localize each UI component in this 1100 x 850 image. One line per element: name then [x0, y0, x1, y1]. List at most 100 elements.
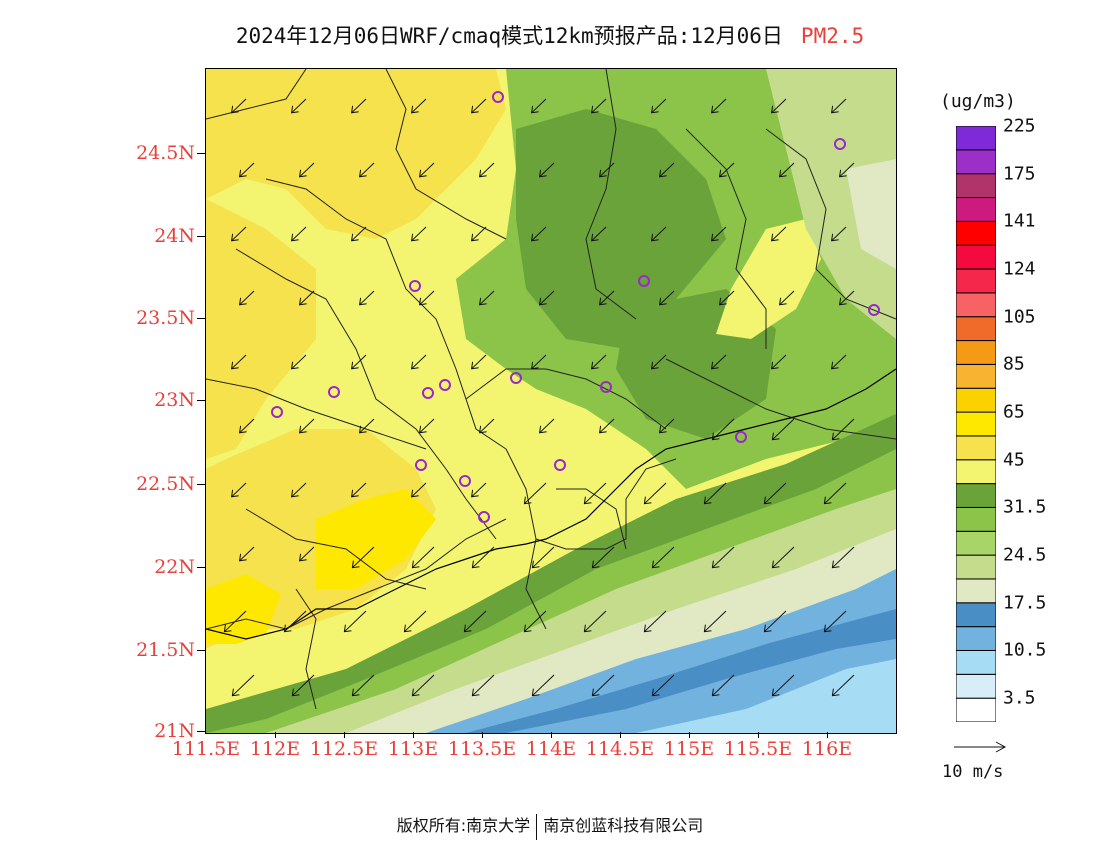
wind-arrow	[599, 418, 615, 434]
wind-arrow	[771, 226, 787, 242]
wind-arrow	[351, 674, 375, 697]
wind-arrow	[823, 482, 847, 505]
wind-arrow	[531, 98, 547, 114]
wind-arrow	[651, 98, 667, 114]
station-marker[interactable]	[638, 275, 650, 287]
wind-arrow	[231, 482, 247, 498]
colorbar-cell	[956, 292, 996, 318]
wind-arrow	[291, 354, 307, 370]
lat-tick	[197, 318, 205, 319]
field-patch-w	[206, 199, 316, 459]
wind-arrow	[231, 98, 247, 114]
wind-arrow	[411, 354, 427, 370]
colorbar-tick-label: 17.5	[1003, 592, 1047, 614]
wind-arrow	[703, 482, 727, 505]
map-area[interactable]	[205, 68, 897, 734]
wind-arrow	[719, 162, 735, 178]
wind-arrow	[523, 482, 547, 505]
lat-label: 23N	[154, 389, 195, 411]
wind-arrow	[239, 418, 255, 434]
wind-arrow	[711, 674, 735, 697]
lat-label: 21N	[154, 720, 195, 742]
station-marker[interactable]	[328, 386, 340, 398]
wind-arrow	[291, 98, 307, 114]
field-band-lightblue	[636, 659, 896, 733]
lon-tick	[827, 732, 828, 738]
station-marker[interactable]	[439, 379, 451, 391]
station-marker[interactable]	[735, 431, 747, 443]
wind-arrow	[711, 226, 727, 242]
lon-label: 116E	[801, 738, 853, 760]
lat-tick	[197, 731, 205, 732]
wind-arrow	[763, 482, 787, 505]
wind-arrow	[591, 354, 607, 370]
wind-arrow	[359, 418, 375, 434]
wind-arrow	[299, 418, 315, 434]
colorbar-tick-label: 31.5	[1003, 496, 1047, 518]
wind-arrow	[471, 674, 495, 697]
wind-arrow	[531, 354, 547, 370]
station-marker[interactable]	[415, 459, 427, 471]
colorbar-cell	[956, 220, 996, 246]
station-marker[interactable]	[868, 304, 880, 316]
wind-arrow	[471, 98, 487, 114]
wind-arrow	[411, 226, 427, 242]
lon-tick	[344, 732, 345, 738]
colorbar-cell	[956, 244, 996, 270]
colorbar-tick-label: 175	[1003, 163, 1036, 185]
station-marker[interactable]	[422, 387, 434, 399]
station-marker[interactable]	[492, 91, 504, 103]
field-lightgreen-ne	[766, 69, 896, 339]
wind-arrow	[591, 226, 607, 242]
field-darkgreen-core	[516, 109, 726, 349]
field-patch-n	[206, 69, 506, 239]
admin-boundaries	[206, 69, 896, 710]
wind-arrow	[539, 162, 555, 178]
station-marker[interactable]	[834, 138, 846, 150]
colorbar-cell	[956, 126, 996, 151]
lon-tick	[482, 732, 483, 738]
wind-arrow	[471, 482, 487, 498]
station-marker[interactable]	[478, 511, 490, 523]
colorbar-cell	[956, 459, 996, 485]
wind-arrow	[411, 98, 427, 114]
reference-vector-arrow-icon	[954, 741, 1007, 753]
colorbar-cell	[956, 435, 996, 461]
lat-tick	[197, 484, 205, 485]
station-marker[interactable]	[459, 475, 471, 487]
station-marker[interactable]	[409, 280, 421, 292]
colorbar-tick-label: 24.5	[1003, 544, 1047, 566]
wind-arrow	[831, 674, 855, 697]
wind-arrow	[359, 162, 375, 178]
wind-arrow	[351, 354, 367, 370]
wind-arrow	[659, 162, 675, 178]
lon-tick	[551, 732, 552, 738]
field-patch-65	[316, 489, 436, 589]
coastline	[206, 368, 896, 640]
wind-arrow	[839, 290, 855, 306]
wind-arrow	[651, 226, 667, 242]
station-marker[interactable]	[554, 459, 566, 471]
lon-label: 111.5E	[171, 738, 241, 760]
wind-arrow	[591, 674, 615, 697]
lon-label: 114E	[525, 738, 577, 760]
lat-label: 22.5N	[136, 473, 195, 495]
wind-arrow	[463, 610, 487, 633]
colorbar-tick-label: 3.5	[1003, 687, 1036, 709]
wind-arrow	[831, 98, 847, 114]
colorbar-cell	[956, 483, 996, 508]
station-marker[interactable]	[271, 406, 283, 418]
colorbar-tick-label: 65	[1003, 401, 1025, 423]
station-marker[interactable]	[510, 372, 522, 384]
wind-arrow	[711, 98, 727, 114]
wind-arrow	[771, 674, 795, 697]
title-main: 2024年12月06日WRF/cmaq模式12km预报产品:12月06日	[235, 24, 783, 48]
colorbar-cell	[956, 697, 996, 722]
reference-vector-label: 10 m/s	[942, 762, 1004, 782]
wind-arrow	[479, 290, 495, 306]
station-marker[interactable]	[600, 381, 612, 393]
title-product: PM2.5	[800, 24, 865, 48]
wind-arrow	[419, 418, 435, 434]
wind-arrow	[411, 482, 427, 498]
lat-label: 23.5N	[136, 307, 195, 329]
